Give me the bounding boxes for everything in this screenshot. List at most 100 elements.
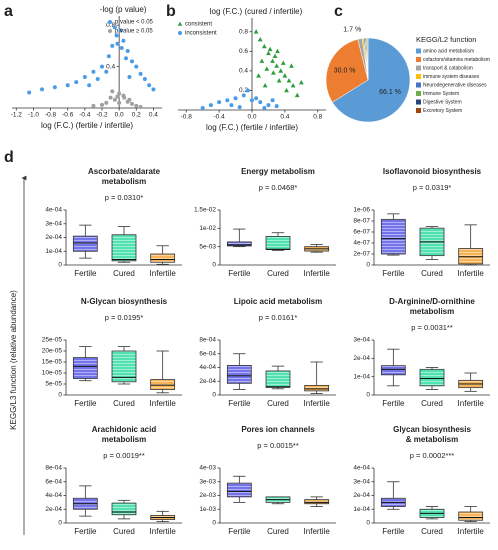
point xyxy=(91,103,96,108)
point xyxy=(112,97,117,102)
legend-label: amino acid metabolism xyxy=(423,48,474,54)
box xyxy=(226,241,252,247)
y-tick-label: 3e-04 xyxy=(353,478,370,485)
point xyxy=(114,33,119,38)
panel-title: Energy metabolism xyxy=(241,167,315,176)
point xyxy=(87,83,92,88)
x-tick-label: Infertile xyxy=(458,269,485,278)
y-tick-label: 3e-04 xyxy=(45,220,62,227)
y-tick-label: 0.8 xyxy=(106,22,115,29)
legend-swatch xyxy=(416,108,421,113)
point xyxy=(134,103,139,108)
value-label: 66.1 % xyxy=(379,89,401,96)
panel-title: Isoflavonoid biosynthesis xyxy=(383,167,482,176)
point xyxy=(294,92,300,98)
legend-swatch xyxy=(416,91,421,96)
x-tick-label: Cured xyxy=(421,399,443,408)
y-tick-label: 4e-07 xyxy=(353,240,370,247)
point xyxy=(262,82,268,88)
x-tick-label: Fertile xyxy=(382,527,405,536)
x-tick-label: -0.8 xyxy=(181,114,193,121)
box xyxy=(111,350,137,383)
point xyxy=(217,100,222,105)
point xyxy=(142,77,147,82)
point xyxy=(259,58,265,63)
point xyxy=(100,102,104,107)
point xyxy=(254,96,259,101)
x-tick-label: Cured xyxy=(267,269,289,278)
x-axis-label: log (F.C.) (fertile / infertile) xyxy=(206,123,298,132)
point xyxy=(134,64,139,69)
x-tick-label: 0.4 xyxy=(280,114,289,121)
point xyxy=(115,41,120,46)
y-tick-label: 1e-06 xyxy=(353,207,370,214)
point xyxy=(276,78,282,83)
legend-swatch xyxy=(416,74,421,79)
y-tick-label: 3e-03 xyxy=(199,478,216,485)
panel-letter: b xyxy=(166,3,176,20)
legend-label: p value ≥ 0.05 xyxy=(115,29,153,35)
point xyxy=(127,97,132,102)
box xyxy=(111,234,137,262)
panel-title: Ascorbate/aldarate xyxy=(88,167,161,176)
x-tick-label: Fertile xyxy=(228,399,251,408)
point xyxy=(104,100,109,105)
point xyxy=(284,87,289,93)
panel-title: metabolism xyxy=(102,177,146,186)
x-tick-label: Infertile xyxy=(458,399,485,408)
point xyxy=(124,56,128,61)
y-tick-label: 0.4 xyxy=(239,68,248,75)
point xyxy=(225,98,230,103)
x-tick-label: 0.8 xyxy=(313,114,322,121)
y-tick-label: 4e-04 xyxy=(199,364,216,371)
y-tick-label: 0 xyxy=(58,262,62,269)
point xyxy=(258,100,263,105)
panel-letter: c xyxy=(334,3,343,20)
point xyxy=(108,95,113,100)
legend-label: cofactors/vitamins metabolism xyxy=(423,57,490,63)
point xyxy=(208,103,213,108)
point xyxy=(264,66,270,71)
point xyxy=(121,38,126,43)
y-tick-label: 0 xyxy=(58,520,62,527)
box xyxy=(380,365,406,376)
y-tick-label: 20e-05 xyxy=(42,348,63,355)
point xyxy=(282,73,288,78)
y-tick-label: 5e-03 xyxy=(199,243,216,250)
point xyxy=(278,68,284,73)
y-tick-label: 0.6 xyxy=(239,48,248,55)
point xyxy=(138,104,143,109)
point xyxy=(290,82,296,88)
legend-marker xyxy=(108,20,112,24)
point xyxy=(298,80,304,85)
y-tick-label: 0 xyxy=(366,262,370,269)
point xyxy=(274,104,279,109)
point xyxy=(138,71,143,76)
point xyxy=(286,78,292,83)
point xyxy=(272,53,278,59)
y-tick-label: 2e-04 xyxy=(353,492,370,499)
x-tick-label: Infertile xyxy=(304,527,331,536)
point xyxy=(100,64,104,69)
box xyxy=(226,365,252,384)
box xyxy=(304,499,330,505)
panel-title: Arachidonic acid xyxy=(92,425,157,434)
point xyxy=(275,48,280,54)
point xyxy=(52,85,57,90)
y-tick-label: 8e-07 xyxy=(353,218,370,225)
p-value: p = 0.0002*** xyxy=(410,451,454,460)
legend-swatch xyxy=(416,57,421,62)
point xyxy=(267,46,273,52)
y-axis-label: -log (p value) xyxy=(100,5,147,14)
point xyxy=(253,29,259,34)
x-tick-label: -0.6 xyxy=(62,112,74,119)
y-axis-label: log (F.C.) (cured / infertile) xyxy=(210,7,303,16)
panel-letter: d xyxy=(4,149,14,166)
x-tick-label: 0.2 xyxy=(132,112,141,119)
x-tick-label: Cured xyxy=(421,269,443,278)
point xyxy=(117,100,122,105)
y-tick-label: 8e-04 xyxy=(45,465,62,472)
point xyxy=(262,106,267,111)
x-tick-label: 0.0 xyxy=(115,112,124,119)
